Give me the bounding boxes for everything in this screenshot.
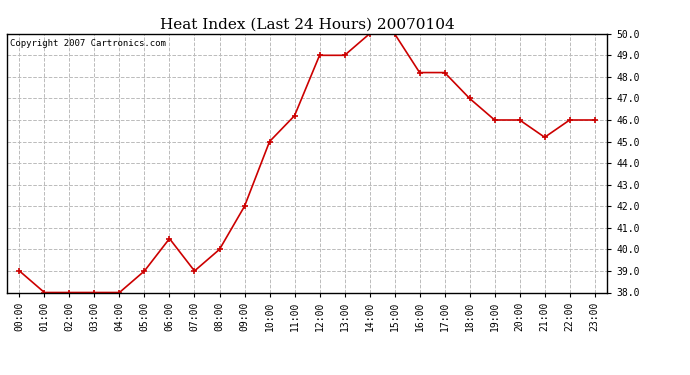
Text: Copyright 2007 Cartronics.com: Copyright 2007 Cartronics.com [10, 39, 166, 48]
Title: Heat Index (Last 24 Hours) 20070104: Heat Index (Last 24 Hours) 20070104 [159, 17, 455, 31]
